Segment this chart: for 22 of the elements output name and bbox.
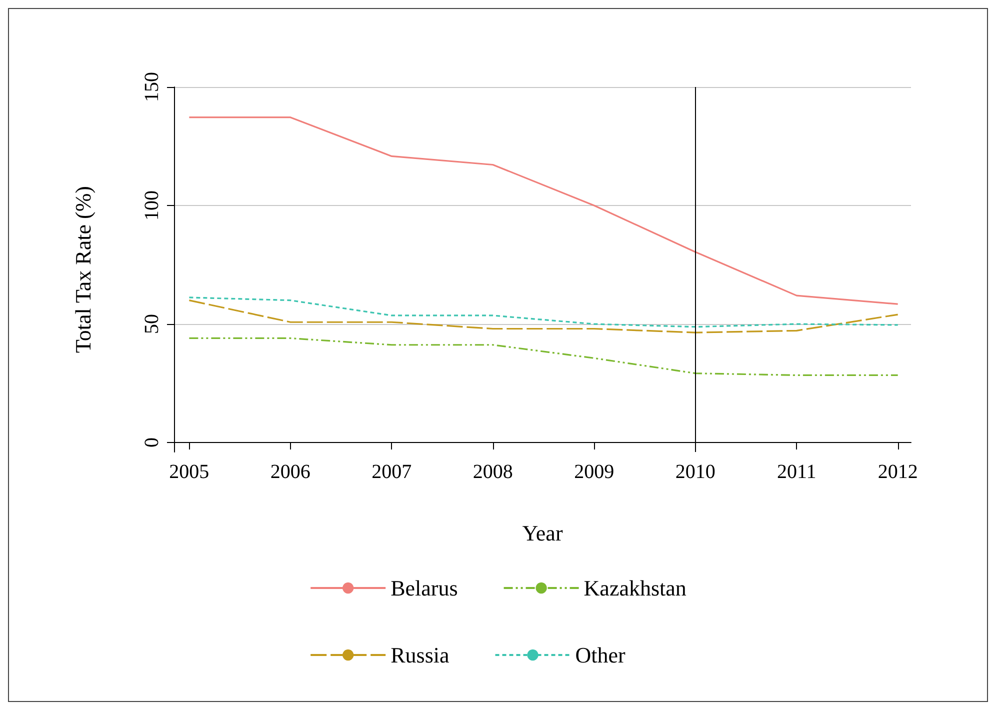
legend-label: Belarus — [390, 576, 458, 600]
y-tick-label: 100 — [141, 190, 163, 221]
y-tick-label: 150 — [141, 72, 163, 102]
line-series — [188, 296, 899, 328]
x-tick-label: 2010 — [675, 461, 716, 483]
x-tick-label: 2011 — [776, 461, 816, 483]
line-series — [188, 116, 899, 305]
y-tick-label: 50 — [141, 314, 163, 334]
legend-label: Other — [575, 642, 626, 668]
x-tick-label: 2006 — [270, 461, 310, 483]
x-tick-label: 2005 — [169, 461, 210, 483]
x-tick-label: 2007 — [372, 461, 412, 483]
x-tick-label: 2008 — [472, 461, 513, 483]
legend-label: Russia — [390, 642, 450, 668]
x-tick-label: 2012 — [878, 461, 918, 483]
y-tick-label: 0 — [141, 438, 163, 448]
y-axis-title: Total Tax Rate (%) — [70, 186, 96, 353]
x-axis-title: Year — [522, 520, 564, 546]
line-series — [188, 300, 899, 334]
legend-label: Kazakhstan — [584, 576, 686, 600]
x-tick-label: 2009 — [574, 461, 614, 483]
line-series — [188, 337, 899, 376]
